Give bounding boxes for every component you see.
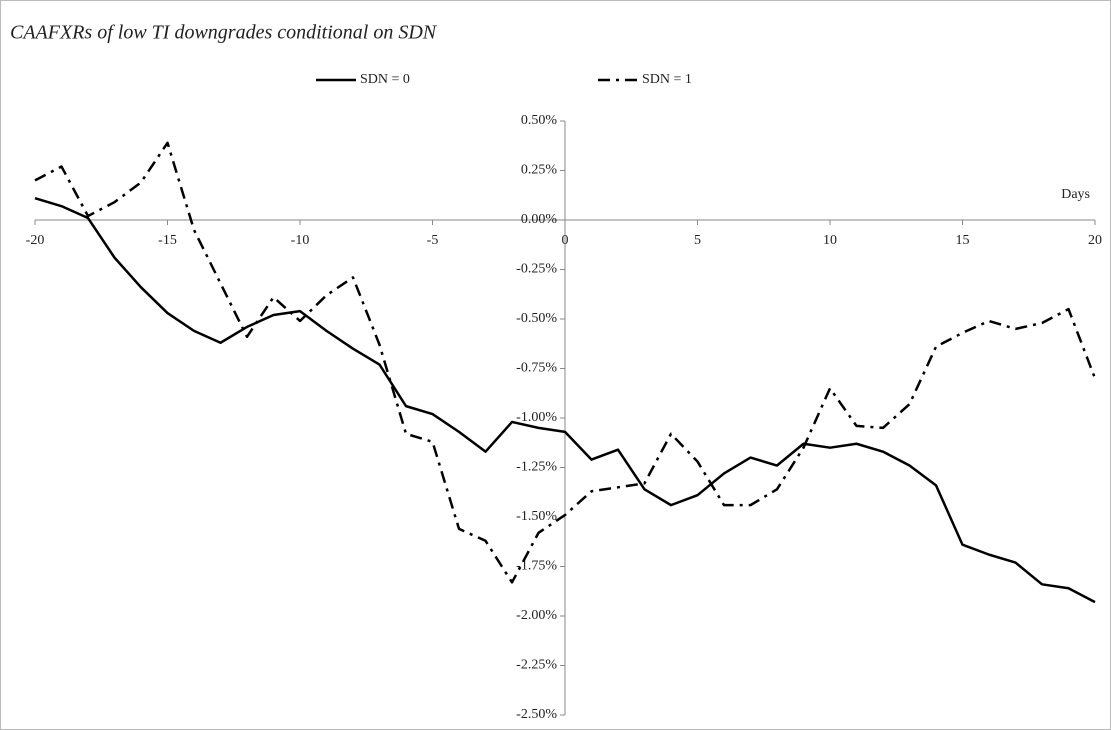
x-tick-label: -20 xyxy=(26,233,45,248)
series-line xyxy=(34,197,1096,604)
x-tick-label: 0 xyxy=(562,233,569,248)
x-tick-label: -10 xyxy=(291,233,310,248)
y-tick-label: -1.50% xyxy=(516,509,557,524)
series-line xyxy=(34,141,1097,584)
y-tick-label: 0.25% xyxy=(521,163,558,178)
x-tick-label: 10 xyxy=(823,233,837,248)
x-tick-label: 5 xyxy=(694,233,701,248)
chart-title: CAAFXRs of low TI downgrades conditional… xyxy=(10,22,438,44)
y-tick-label: -1.25% xyxy=(516,460,557,475)
y-tick-label: -1.00% xyxy=(516,410,557,425)
y-tick-label: -1.75% xyxy=(516,559,557,574)
legend-label: SDN = 1 xyxy=(642,72,692,87)
y-tick-label: -2.50% xyxy=(516,707,557,722)
y-tick-label: -0.25% xyxy=(516,262,557,277)
x-tick-label: 15 xyxy=(956,233,970,248)
y-tick-label: -2.00% xyxy=(516,608,557,623)
legend-label: SDN = 0 xyxy=(360,72,410,87)
y-tick-label: -0.75% xyxy=(516,361,557,376)
x-tick-label: -5 xyxy=(427,233,439,248)
x-tick-label: -15 xyxy=(158,233,177,248)
y-tick-label: 0.00% xyxy=(521,212,558,227)
y-tick-label: -0.50% xyxy=(516,311,557,326)
x-axis-label: Days xyxy=(1061,187,1090,202)
y-tick-label: -2.25% xyxy=(516,658,557,673)
x-tick-label: 20 xyxy=(1088,233,1102,248)
y-tick-label: 0.50% xyxy=(521,113,558,128)
